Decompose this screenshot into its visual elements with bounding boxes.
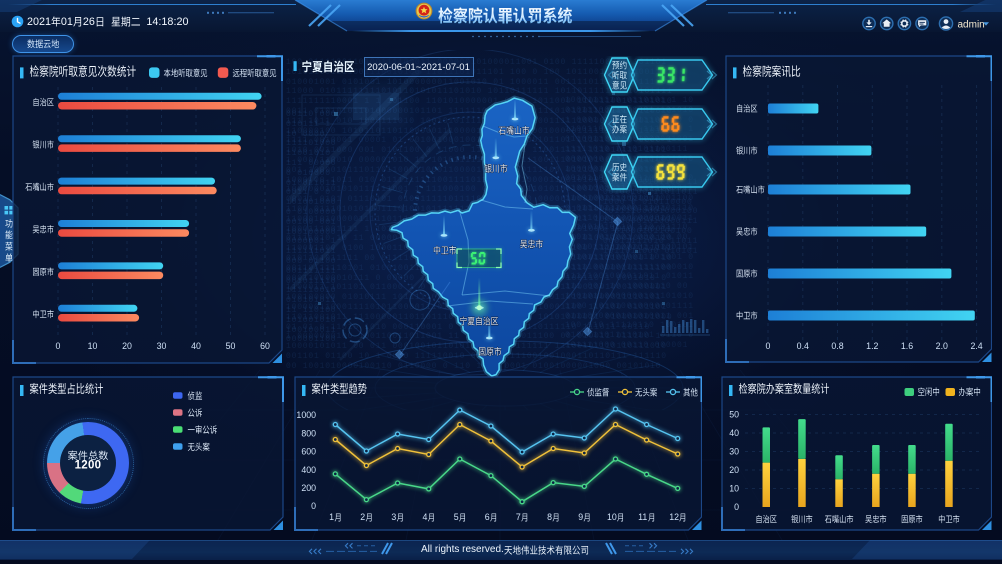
svg-text:10: 10 xyxy=(729,484,739,494)
svg-text:20: 20 xyxy=(122,341,132,351)
svg-text:2.0: 2.0 xyxy=(935,341,947,351)
svg-text:11: 11 xyxy=(638,512,647,522)
svg-text:0: 0 xyxy=(55,341,60,351)
svg-text:8: 8 xyxy=(547,512,552,522)
svg-text:0.4: 0.4 xyxy=(796,341,808,351)
svg-text:10: 10 xyxy=(87,341,97,351)
svg-text:200: 200 xyxy=(301,483,316,493)
svg-text:60: 60 xyxy=(260,341,270,351)
svg-text:1: 1 xyxy=(329,512,334,522)
svg-text:400: 400 xyxy=(301,465,316,475)
svg-text:7: 7 xyxy=(516,512,521,522)
svg-text:30: 30 xyxy=(729,447,739,457)
svg-text:600: 600 xyxy=(301,447,316,457)
svg-text:2.4: 2.4 xyxy=(970,341,982,351)
svg-text:4: 4 xyxy=(423,512,428,522)
svg-text:1000: 1000 xyxy=(296,410,316,420)
svg-text:9: 9 xyxy=(578,512,583,522)
svg-text:10: 10 xyxy=(607,512,617,522)
svg-text:0: 0 xyxy=(311,501,316,511)
svg-text:0.8: 0.8 xyxy=(831,341,843,351)
svg-text:50: 50 xyxy=(729,410,739,420)
svg-text:3: 3 xyxy=(391,512,396,522)
svg-text:800: 800 xyxy=(301,428,316,438)
svg-text:12: 12 xyxy=(669,512,679,522)
svg-text:1.2: 1.2 xyxy=(866,341,878,351)
svg-text:20: 20 xyxy=(729,465,739,475)
svg-text:2: 2 xyxy=(360,512,365,522)
svg-text:5: 5 xyxy=(454,512,459,522)
svg-text:50: 50 xyxy=(225,341,235,351)
svg-text:40: 40 xyxy=(729,428,739,438)
svg-text:40: 40 xyxy=(191,341,201,351)
svg-text:1200: 1200 xyxy=(74,460,101,472)
svg-text:1.6: 1.6 xyxy=(900,341,912,351)
svg-text:0: 0 xyxy=(765,341,770,351)
svg-text:admin: admin xyxy=(958,19,985,30)
svg-text:0: 0 xyxy=(734,502,739,512)
svg-text:6: 6 xyxy=(485,512,490,522)
svg-text:30: 30 xyxy=(156,341,166,351)
